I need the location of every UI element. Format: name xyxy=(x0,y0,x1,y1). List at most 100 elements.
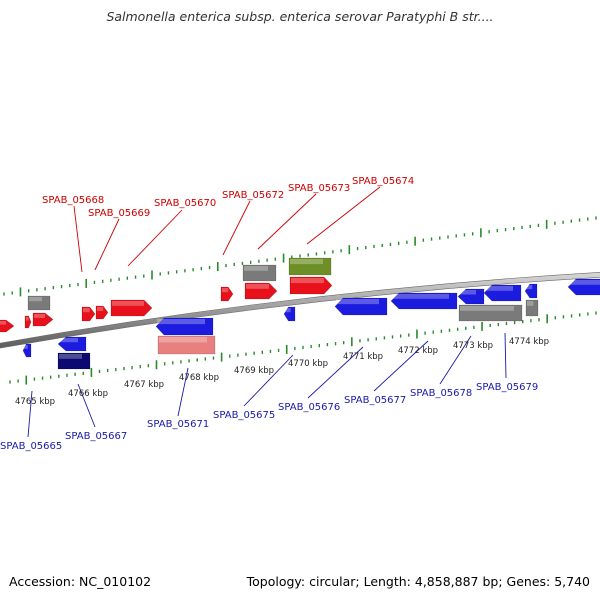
gene-shape xyxy=(289,276,333,295)
gene-shape xyxy=(22,343,32,358)
gene-highlight xyxy=(59,354,82,359)
bottom-tick-track xyxy=(9,311,597,385)
gene-shape xyxy=(483,284,522,302)
gene-shape xyxy=(457,288,485,305)
gene-highlight xyxy=(527,301,534,306)
gene-label-spab-05677[interactable]: SPAB_05677 xyxy=(344,395,406,406)
gene-shape xyxy=(57,336,87,352)
gene-highlight xyxy=(460,306,514,311)
gene-feature xyxy=(458,304,523,322)
gene-label-spab-05667[interactable]: SPAB_05667 xyxy=(65,431,127,442)
gene-feature xyxy=(390,292,458,310)
gene-highlight xyxy=(29,297,42,302)
gene-label-spab-05674[interactable]: SPAB_05674 xyxy=(352,176,414,187)
gene-feature xyxy=(32,312,54,327)
gene-feature xyxy=(283,306,296,322)
gene-label-spab-05669[interactable]: SPAB_05669 xyxy=(88,208,150,219)
kbp-label: 4774 kbp xyxy=(509,337,549,347)
gene-feature xyxy=(288,257,332,276)
gene-highlight xyxy=(34,314,45,318)
gene-highlight xyxy=(222,288,229,293)
gene-highlight xyxy=(392,294,449,299)
kbp-label: 4771 kbp xyxy=(343,352,383,362)
gene-label-spab-05675[interactable]: SPAB_05675 xyxy=(213,410,275,421)
gene-highlight xyxy=(97,307,104,311)
gene-feature xyxy=(289,276,333,295)
gene-highlight xyxy=(159,337,207,343)
gene-label-spab-05665[interactable]: SPAB_05665 xyxy=(0,441,62,452)
gene-feature xyxy=(95,305,109,320)
gene-shape xyxy=(95,305,109,320)
gene-shape xyxy=(524,283,538,299)
gene-highlight xyxy=(244,266,268,271)
gene-shape xyxy=(0,319,15,333)
gene-feature xyxy=(334,297,388,316)
kbp-label: 4772 kbp xyxy=(398,346,438,356)
gene-highlight xyxy=(0,321,6,325)
leader-line xyxy=(504,332,507,379)
gene-highlight xyxy=(59,338,78,343)
topology-text: Topology: circular; Length: 4,858,887 bp… xyxy=(246,574,590,589)
kbp-label: 4768 kbp xyxy=(179,373,219,383)
gene-highlight xyxy=(526,285,533,290)
gene-shape xyxy=(57,352,91,370)
leader-line xyxy=(177,367,189,417)
gene-label-spab-05678[interactable]: SPAB_05678 xyxy=(410,388,472,399)
kbp-label: 4767 kbp xyxy=(124,380,164,390)
reverse-gene-labels: SPAB_05665 SPAB_05667 SPAB_05671 SPAB_05… xyxy=(0,382,538,452)
gene-highlight xyxy=(157,319,205,325)
gene-feature xyxy=(27,295,51,311)
forward-gene-labels: SPAB_05668 SPAB_05669 SPAB_05670 SPAB_05… xyxy=(42,176,414,219)
leader-line xyxy=(94,218,120,271)
gene-feature xyxy=(457,288,485,305)
gene-highlight xyxy=(459,290,476,295)
gene-shape xyxy=(27,295,51,311)
organism-title: Salmonella enterica subsp. enterica sero… xyxy=(106,9,494,24)
gene-shape xyxy=(242,264,277,282)
leader-line xyxy=(373,340,429,392)
gene-shape xyxy=(81,306,96,322)
leader-line xyxy=(222,200,251,256)
kbp-label: 4769 kbp xyxy=(234,366,274,376)
gene-feature xyxy=(57,352,91,370)
gene-label-spab-05670[interactable]: SPAB_05670 xyxy=(154,198,216,209)
gene-label-spab-05668[interactable]: SPAB_05668 xyxy=(42,195,104,206)
gene-feature xyxy=(157,335,216,355)
gene-shape xyxy=(283,306,296,322)
gene-shape xyxy=(24,315,32,329)
gene-highlight xyxy=(83,308,90,313)
gene-label-spab-05671[interactable]: SPAB_05671 xyxy=(147,419,209,430)
gene-feature xyxy=(155,317,214,336)
leader-line xyxy=(307,346,364,399)
gene-feature xyxy=(22,343,32,358)
gene-shape xyxy=(157,335,216,355)
gene-feature xyxy=(567,278,600,296)
gene-shape xyxy=(288,257,332,276)
gene-feature xyxy=(57,336,87,352)
gene-shape xyxy=(155,317,214,336)
gene-shape xyxy=(567,278,600,296)
gene-highlight xyxy=(485,286,513,291)
leader-line xyxy=(243,354,294,407)
top-tick-track xyxy=(3,216,597,297)
gene-label-spab-05676[interactable]: SPAB_05676 xyxy=(278,402,340,413)
gene-highlight xyxy=(112,301,144,306)
gene-feature xyxy=(81,306,96,322)
gene-label-spab-05672[interactable]: SPAB_05672 xyxy=(222,190,284,201)
kbp-label: 4770 kbp xyxy=(288,359,328,369)
gene-shape xyxy=(390,292,458,310)
gene-label-spab-05673[interactable]: SPAB_05673 xyxy=(288,183,350,194)
gene-label-spab-05679[interactable]: SPAB_05679 xyxy=(476,382,538,393)
gene-shape xyxy=(110,299,153,317)
gene-highlight xyxy=(290,259,323,265)
gene-feature xyxy=(525,299,539,317)
gene-feature xyxy=(24,315,32,329)
gene-highlight xyxy=(26,317,29,321)
gene-shape xyxy=(220,286,234,302)
gene-feature xyxy=(244,282,278,300)
gene-feature xyxy=(110,299,153,317)
gene-shape xyxy=(32,312,54,327)
gene-feature xyxy=(220,286,234,302)
gene-shape xyxy=(244,282,278,300)
leader-line xyxy=(257,193,317,250)
